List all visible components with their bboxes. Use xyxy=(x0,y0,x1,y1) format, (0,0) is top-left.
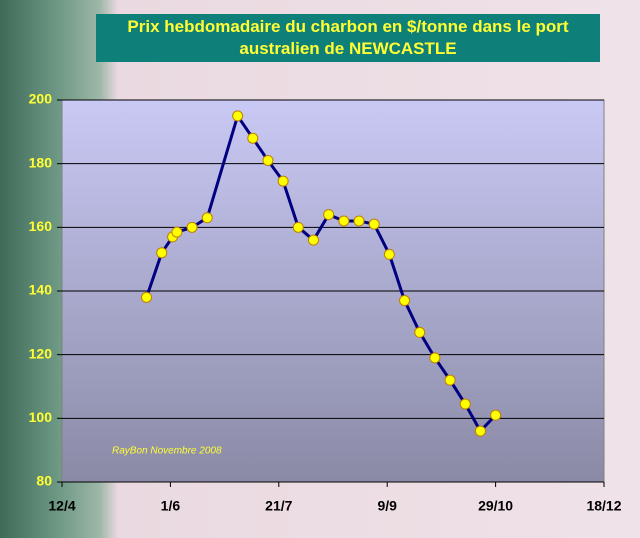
data-point xyxy=(201,212,213,224)
data-point xyxy=(459,398,471,410)
data-point xyxy=(171,226,183,238)
data-point xyxy=(368,218,380,230)
y-tick-label: 100 xyxy=(29,409,53,425)
data-point xyxy=(444,374,456,386)
x-tick-label: 12/4 xyxy=(48,498,75,514)
data-point xyxy=(141,291,153,303)
y-tick-label: 80 xyxy=(36,473,52,489)
chart-title: Prix hebdomadaire du charbon en $/tonne … xyxy=(96,14,600,62)
data-point xyxy=(247,132,259,144)
data-point xyxy=(307,234,319,246)
data-point xyxy=(156,247,168,259)
data-point xyxy=(490,409,502,421)
data-point xyxy=(186,221,198,233)
y-tick-label: 140 xyxy=(29,282,53,298)
y-tick-label: 160 xyxy=(29,218,53,234)
data-point xyxy=(383,248,395,260)
data-point xyxy=(399,295,411,307)
data-point xyxy=(338,215,350,227)
y-tick-label: 200 xyxy=(29,91,53,107)
x-tick-label: 1/6 xyxy=(161,498,181,514)
data-point xyxy=(277,175,289,187)
data-point xyxy=(292,221,304,233)
data-point xyxy=(474,425,486,437)
x-tick-label: 29/10 xyxy=(478,498,513,514)
x-tick-label: 9/9 xyxy=(377,498,397,514)
x-tick-label: 21/7 xyxy=(265,498,292,514)
x-tick-label: 18/12 xyxy=(586,498,621,514)
data-point xyxy=(323,209,335,221)
data-point xyxy=(429,352,441,364)
data-point xyxy=(262,154,274,166)
data-point xyxy=(353,215,365,227)
data-point xyxy=(232,110,244,122)
annotation: RayBon Novembre 2008 xyxy=(112,446,222,457)
y-tick-label: 120 xyxy=(29,345,53,361)
y-tick-label: 180 xyxy=(29,154,53,170)
data-point xyxy=(414,326,426,338)
